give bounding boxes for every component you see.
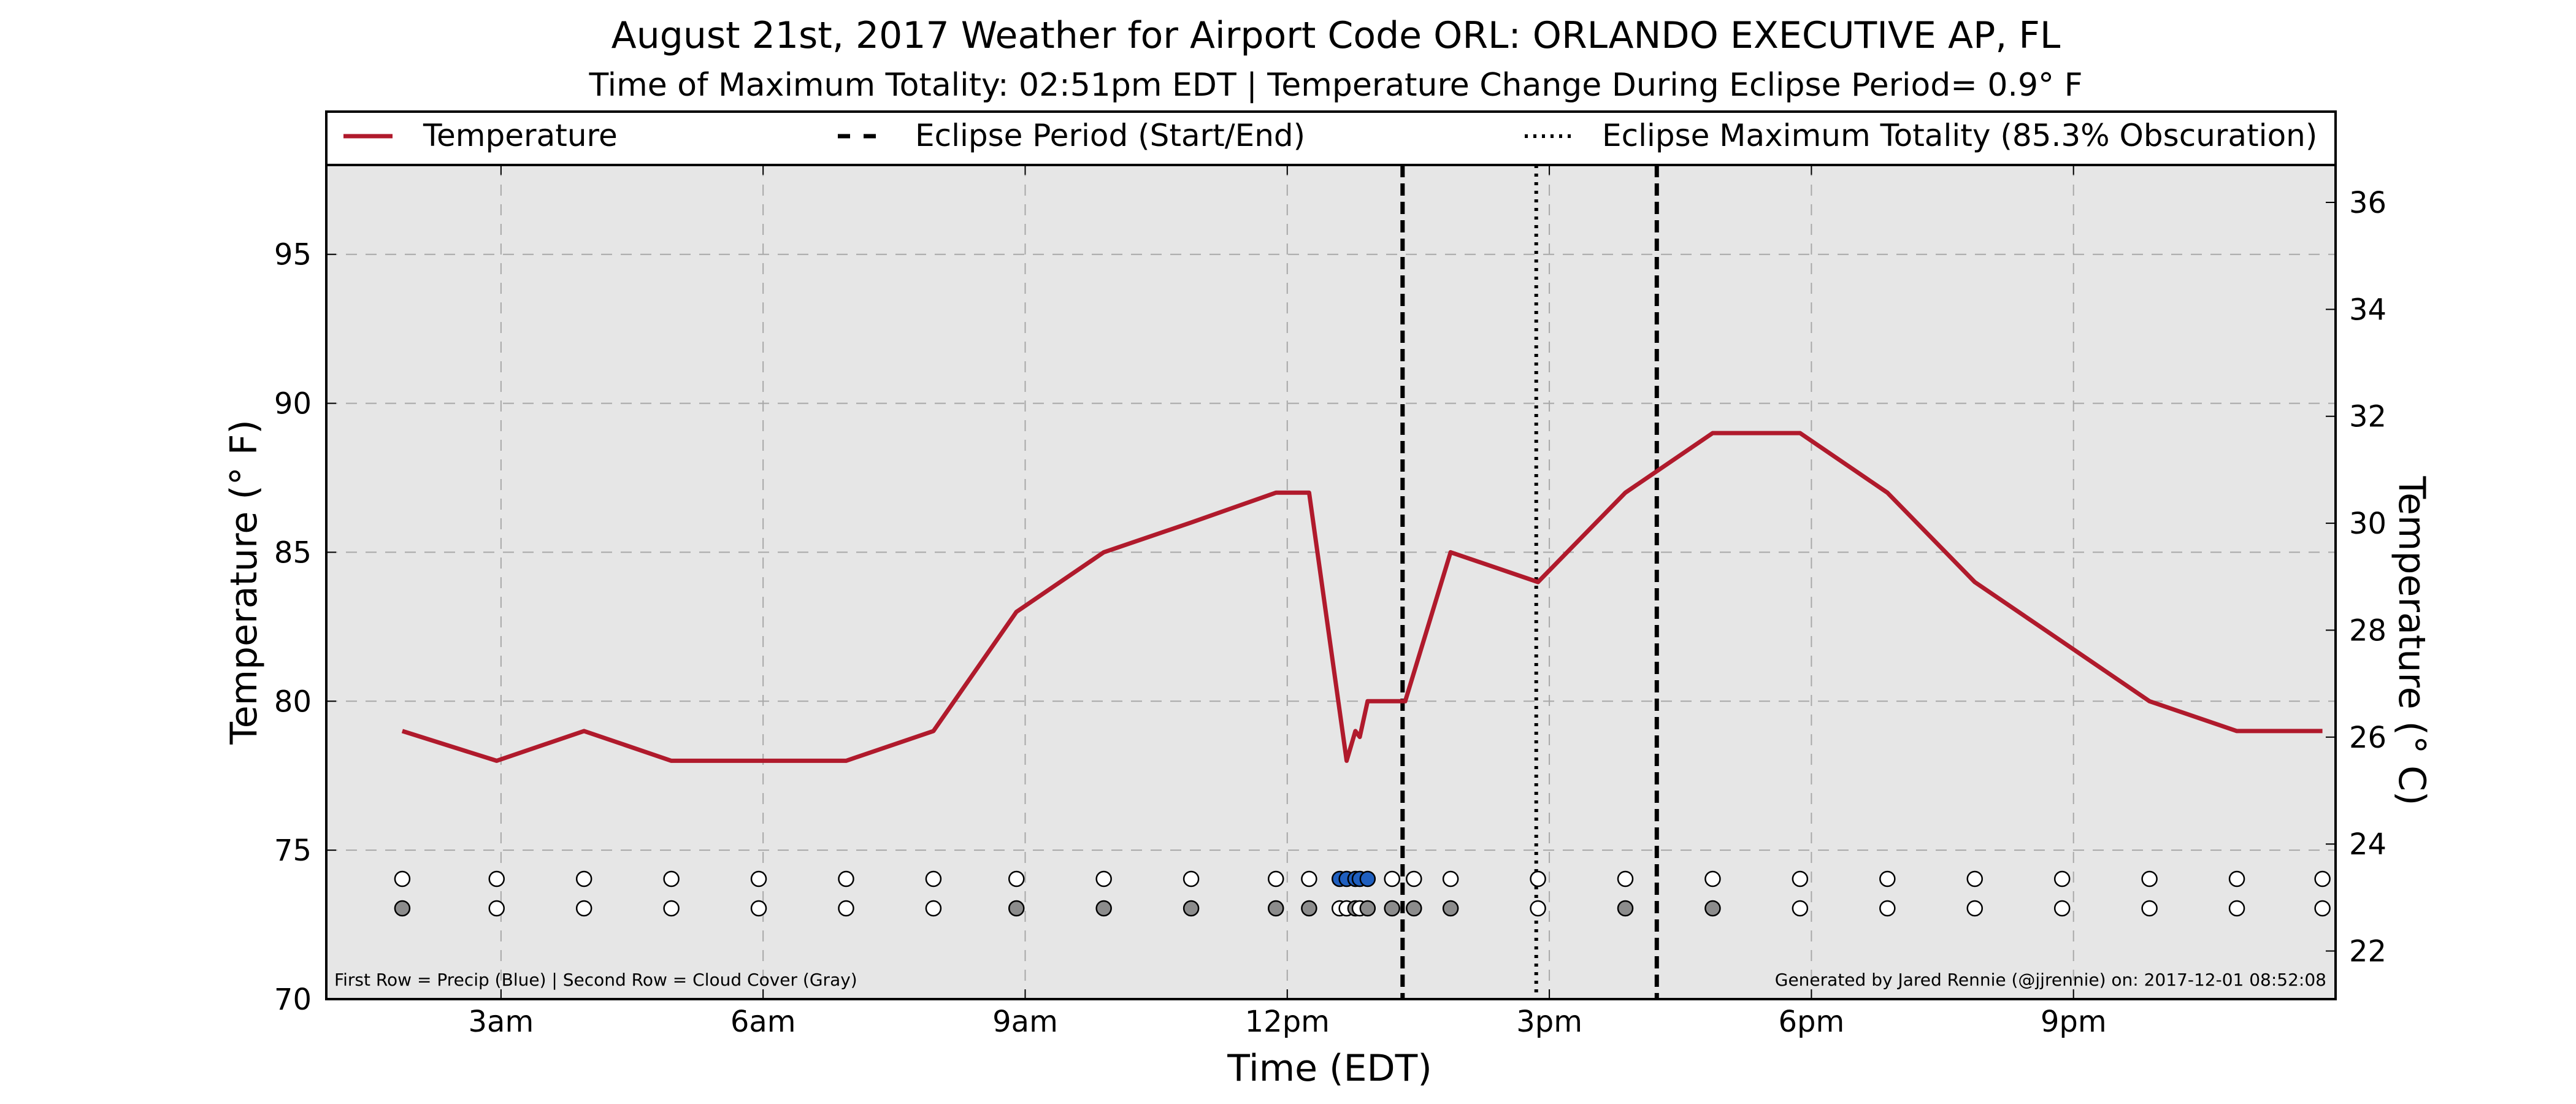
x-tick-label: 12pm [1245, 1005, 1330, 1039]
y2-tick-label: 24 [2349, 827, 2386, 862]
cloud-marker [488, 900, 505, 917]
eclipse-markers [1400, 165, 1659, 999]
cloud-marker [2314, 900, 2331, 917]
cloud-marker [1268, 900, 1284, 917]
precip-marker [1095, 870, 1112, 887]
precip-marker [750, 870, 767, 887]
precip-marker [2053, 870, 2071, 887]
y2-tick-label: 30 [2349, 507, 2386, 541]
axis-ticks: 3am 6am 9am 12pm 3pm 6pm 9pm 70 75 80 85 90 95 22 24 26… [274, 165, 2386, 1039]
plot-area [326, 165, 2336, 999]
precip-marker [1008, 870, 1025, 887]
y2-tick-label: 36 [2349, 186, 2386, 220]
cloud-marker [1879, 900, 1896, 917]
cloud-marker [925, 900, 942, 917]
cloud-marker [1384, 900, 1400, 917]
y-tick-label: 75 [274, 834, 312, 868]
cloud-marker [1406, 900, 1422, 917]
precip-marker [1406, 870, 1422, 887]
plot-border [325, 110, 2337, 1000]
precip-marker [1384, 870, 1400, 887]
cloud-marker [1617, 900, 1634, 917]
temperature-series [401, 431, 2323, 763]
precip-marker [394, 870, 411, 887]
cloud-marker [1442, 900, 1459, 917]
legend-eclipse-period-label: Eclipse Period (Start/End) [915, 118, 1305, 153]
y2-tick-label: 32 [2349, 400, 2386, 434]
cloud-marker [750, 900, 767, 917]
cloud-marker [1008, 900, 1025, 917]
precip-marker [575, 870, 592, 887]
cloud-marker [1792, 900, 1809, 917]
precip-marker [1268, 870, 1284, 887]
precip-marker [663, 870, 680, 887]
precip-marker [1879, 870, 1896, 887]
x-tick-label: 3am [469, 1005, 534, 1039]
precip-marker [925, 870, 942, 887]
cloud-marker [2228, 900, 2245, 917]
x-axis-label: Time (EDT) [1227, 1047, 1432, 1090]
y-tick-label: 70 [274, 983, 312, 1017]
precip-cloud-markers [394, 870, 2331, 917]
y2-tick-label: 26 [2349, 721, 2386, 755]
y2-tick-label: 22 [2349, 935, 2386, 969]
precip-marker [1442, 870, 1459, 887]
precip-marker [1301, 870, 1317, 887]
precip-marker [1704, 870, 1721, 887]
cloud-marker [1095, 900, 1112, 917]
precip-marker [2314, 870, 2331, 887]
chart-title: August 21st, 2017 Weather for Airport Co… [611, 14, 2061, 57]
cloud-marker [2053, 900, 2071, 917]
cloud-marker [1301, 900, 1317, 917]
precip-marker [1530, 870, 1546, 887]
temperature-line [401, 431, 2323, 763]
precip-marker [1792, 870, 1809, 887]
cloud-marker [1530, 900, 1546, 917]
y-tick-label: 90 [274, 387, 312, 421]
y-tick-label: 80 [274, 684, 312, 719]
precip-marker [1617, 870, 1634, 887]
precip-marker [488, 870, 505, 887]
x-tick-label: 6pm [1779, 1005, 1845, 1039]
y-tick-label: 85 [274, 535, 312, 570]
footnote-left: First Row = Precip (Blue) | Second Row =… [334, 970, 857, 990]
precip-marker [838, 870, 854, 887]
precip-marker [1966, 870, 1983, 887]
chart-subtitle: Time of Maximum Totality: 02:51pm EDT | … [589, 67, 2083, 104]
cloud-marker [575, 900, 592, 917]
x-tick-label: 3pm [1516, 1005, 1582, 1039]
x-tick-label: 9pm [2041, 1005, 2107, 1039]
precip-marker [2228, 870, 2245, 887]
grid-lines [326, 165, 2336, 999]
cloud-marker [1183, 900, 1200, 917]
cloud-marker [2141, 900, 2158, 917]
cloud-marker [663, 900, 680, 917]
x-tick-label: 9am [992, 1005, 1058, 1039]
y2-tick-label: 28 [2349, 613, 2386, 648]
precip-marker [1183, 870, 1200, 887]
x-tick-label: 6am [730, 1005, 796, 1039]
cloud-marker [1704, 900, 1721, 917]
legend-temperature-label: Temperature [423, 118, 618, 153]
precip-marker [1359, 870, 1376, 887]
cloud-marker [394, 900, 411, 917]
cloud-marker [1359, 900, 1376, 917]
y2-axis-label: Temperature (° C) [2390, 476, 2433, 806]
legend: Temperature Eclipse Period (Start/End) E… [343, 118, 2317, 153]
footnote-right: Generated by Jared Rennie (@jjrennie) on… [1775, 970, 2326, 990]
y-axis-label: Temperature (° F) [223, 420, 266, 745]
cloud-marker [1966, 900, 1983, 917]
y2-tick-label: 34 [2349, 293, 2386, 327]
legend-totality-label: Eclipse Maximum Totality (85.3% Obscurat… [1602, 118, 2317, 153]
precip-marker [2141, 870, 2158, 887]
y-tick-label: 95 [274, 238, 312, 272]
cloud-marker [838, 900, 854, 917]
